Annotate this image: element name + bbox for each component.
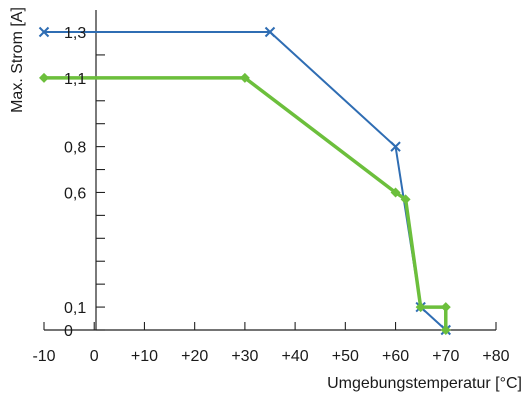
y-tick-label: 0,6 bbox=[64, 185, 86, 202]
x-tick-label: 0 bbox=[90, 348, 99, 365]
y-tick-label: 1,1 bbox=[64, 71, 86, 88]
data-point-diamond bbox=[239, 72, 250, 83]
x-tick-label: +60 bbox=[382, 348, 409, 365]
y-tick-label: 0 bbox=[64, 323, 73, 340]
x-tick-label: +80 bbox=[482, 348, 509, 365]
tick-labels: 1,3 1,1 0,8 0,6 0,1 0 -10 0 +10 +20 +30 +40 +50 +60 +7… bbox=[32, 25, 509, 365]
x-tick-label: +30 bbox=[231, 348, 258, 365]
x-tick-label: +10 bbox=[131, 348, 158, 365]
data-point-x bbox=[390, 141, 401, 152]
data-point-x bbox=[38, 26, 50, 38]
y-tick-label: 1,3 bbox=[64, 25, 86, 42]
data-point-diamond bbox=[415, 302, 426, 313]
data-point-diamond bbox=[390, 187, 401, 198]
x-tick-label: -10 bbox=[32, 348, 55, 365]
data-point-diamond bbox=[440, 302, 451, 313]
data-point-diamond bbox=[400, 194, 411, 205]
x-tick-label: +20 bbox=[181, 348, 208, 365]
axes bbox=[44, 10, 496, 331]
x-axis-label: Umgebungstemperatur [°C] bbox=[327, 375, 522, 392]
series-line bbox=[44, 76, 448, 330]
data-point-diamond bbox=[39, 72, 49, 83]
x-tick-label: +40 bbox=[282, 348, 309, 365]
y-tick-label: 0,1 bbox=[64, 300, 86, 317]
y-axis-label: Max. Strom [A] bbox=[9, 7, 26, 113]
x-tick-label: +70 bbox=[432, 348, 459, 365]
x-tick-label: +50 bbox=[332, 348, 359, 365]
data-point-diamond bbox=[440, 325, 451, 335]
series bbox=[38, 26, 451, 336]
data-point-x bbox=[264, 26, 276, 38]
y-tick-label: 0,8 bbox=[64, 140, 86, 157]
